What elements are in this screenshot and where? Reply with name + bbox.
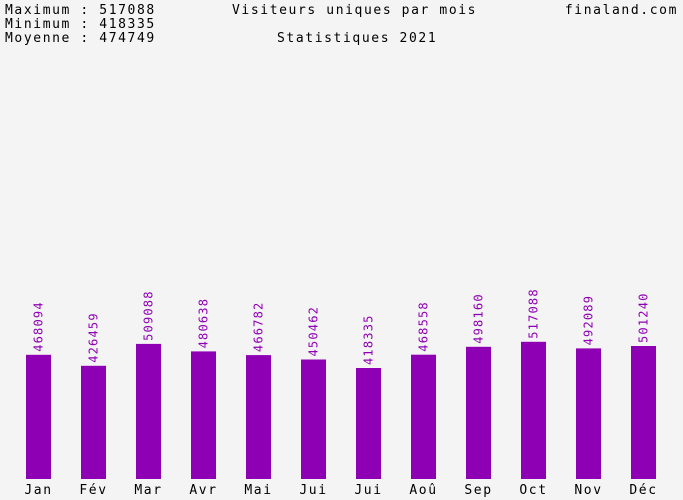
value-label: 509088	[142, 290, 156, 341]
bar-aoû	[411, 354, 436, 479]
month-label: Fév	[79, 483, 107, 498]
value-label: 468094	[32, 301, 46, 352]
value-label: 517088	[527, 288, 541, 339]
month-label: Nov	[574, 483, 602, 498]
value-label: 426459	[87, 312, 101, 363]
bar-nov	[576, 348, 601, 479]
value-label: 501240	[637, 292, 651, 343]
month-label: Jui	[299, 483, 327, 498]
chart-title: Visiteurs uniques par mois	[232, 3, 478, 18]
month-label: Jan	[24, 483, 52, 498]
average-stat: Moyenne : 474749	[5, 31, 156, 46]
month-label: Jui	[354, 483, 382, 498]
value-label: 492089	[582, 295, 596, 346]
month-label: Avr	[189, 483, 217, 498]
bar-mai	[246, 355, 271, 479]
bar-oct	[521, 341, 546, 479]
chart-subtitle: Statistiques 2021	[277, 31, 438, 46]
bar-avr	[191, 351, 216, 479]
bar-fév	[81, 365, 106, 479]
bar-déc	[631, 346, 656, 479]
maximum-stat: Maximum : 517088	[5, 3, 156, 18]
site-name: finaland.com	[564, 3, 678, 18]
value-label: 418335	[362, 314, 376, 365]
month-label: Déc	[629, 483, 657, 498]
month-label: Oct	[519, 483, 547, 498]
bar-sep	[466, 346, 491, 479]
month-label: Mar	[134, 483, 162, 498]
minimum-stat: Minimum : 418335	[5, 17, 156, 32]
month-label: Aoû	[409, 483, 437, 498]
value-label: 468558	[417, 301, 431, 352]
bar-mar	[136, 343, 161, 479]
value-label: 480638	[197, 298, 211, 349]
value-label: 450462	[307, 306, 321, 357]
bar-jui	[356, 368, 381, 479]
month-label: Mai	[244, 483, 272, 498]
month-label: Sep	[464, 483, 492, 498]
value-label: 466782	[252, 302, 266, 353]
bar-jui	[301, 359, 326, 479]
bar-jan	[26, 354, 51, 479]
value-label: 498160	[472, 293, 486, 344]
